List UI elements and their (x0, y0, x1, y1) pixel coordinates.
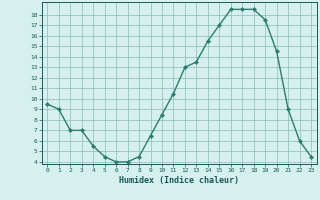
X-axis label: Humidex (Indice chaleur): Humidex (Indice chaleur) (119, 176, 239, 185)
